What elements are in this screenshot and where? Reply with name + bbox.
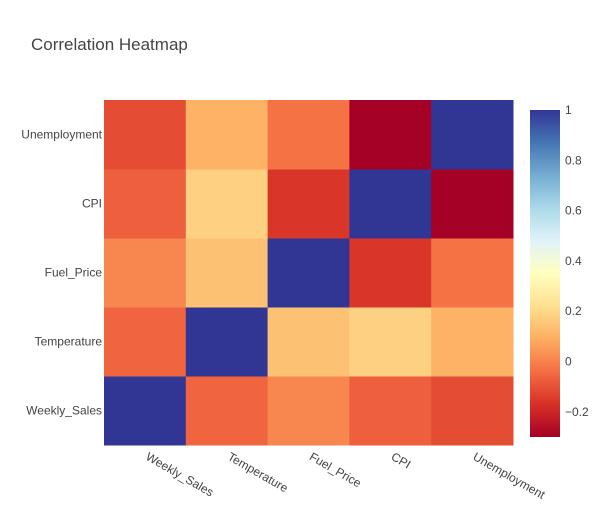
heatmap-cell-weekly_sales-weekly_sales	[104, 376, 187, 446]
heatmap-cell-weekly_sales-fuel_price	[267, 376, 350, 446]
y-tick-label-temperature: Temperature	[35, 335, 103, 349]
heatmap-cell-fuel_price-weekly_sales	[104, 238, 187, 308]
heatmap-cell-unemployment-fuel_price	[267, 100, 350, 170]
heatmap-cell-weekly_sales-cpi	[349, 376, 432, 446]
heatmap-cell-weekly_sales-unemployment	[431, 376, 514, 446]
colorbar-gradient	[530, 110, 560, 437]
colorbar-tick-label: 0.8	[565, 153, 582, 167]
heatmap-cell-cpi-cpi	[349, 169, 432, 239]
colorbar-tick-label: −0.2	[565, 405, 589, 419]
y-tick-label-unemployment: Unemployment	[21, 128, 102, 142]
y-tick-label-fuel_price: Fuel_Price	[45, 266, 103, 280]
heatmap-cell-fuel_price-cpi	[349, 238, 432, 308]
y-tick-label-cpi: CPI	[82, 197, 102, 211]
heatmap-cell-temperature-weekly_sales	[104, 307, 187, 377]
colorbar-tick-label: 0.2	[565, 304, 582, 318]
colorbar-tick-label: 0.6	[565, 204, 582, 218]
colorbar-tick-label: 0.4	[565, 254, 582, 268]
heatmap-cell-unemployment-weekly_sales	[104, 100, 187, 170]
heatmap-cell-fuel_price-fuel_price	[267, 238, 350, 308]
x-tick-label-unemployment: Unemployment	[471, 449, 548, 502]
x-tick-label-cpi: CPI	[389, 449, 413, 471]
heatmap-cell-cpi-unemployment	[431, 169, 514, 239]
x-axis-tick-labels: Weekly_Sales Temperature Fuel_Price CPI Unem…	[143, 449, 548, 502]
heatmap-cell-unemployment-unemployment	[431, 100, 514, 170]
heatmap-cell-temperature-fuel_price	[267, 307, 350, 377]
heatmap-cell-temperature-temperature	[185, 307, 269, 377]
x-tick-label-weekly_sales: Weekly_Sales	[143, 449, 216, 499]
heatmap-cell-temperature-cpi	[349, 307, 432, 377]
heatmap-cells	[104, 100, 514, 446]
heatmap-cell-weekly_sales-temperature	[185, 376, 269, 446]
heatmap-cell-cpi-temperature	[185, 169, 269, 239]
y-axis-tick-labels: Weekly_Sales Temperature Fuel_Price CPI Unem…	[21, 128, 102, 418]
x-tick-label-temperature: Temperature	[225, 449, 291, 495]
heatmap-cell-cpi-weekly_sales	[104, 169, 187, 239]
colorbar-tick-label: 1	[565, 103, 572, 117]
y-tick-label-weekly_sales: Weekly_Sales	[26, 404, 102, 418]
colorbar-tick-label: 0	[565, 355, 572, 369]
heatmap-cell-fuel_price-temperature	[185, 238, 269, 308]
heatmap-cell-unemployment-cpi	[349, 100, 432, 170]
heatmap-cell-fuel_price-unemployment	[431, 238, 514, 308]
heatmap-cell-unemployment-temperature	[185, 100, 269, 170]
colorbar: −0.2 0 0.2 0.4 0.6 0.8 1	[530, 103, 589, 437]
heatmap-cell-cpi-fuel_price	[267, 169, 350, 239]
heatmap-cell-temperature-unemployment	[431, 307, 514, 377]
chart-title: Correlation Heatmap	[31, 35, 188, 54]
x-tick-label-fuel_price: Fuel_Price	[307, 449, 364, 490]
